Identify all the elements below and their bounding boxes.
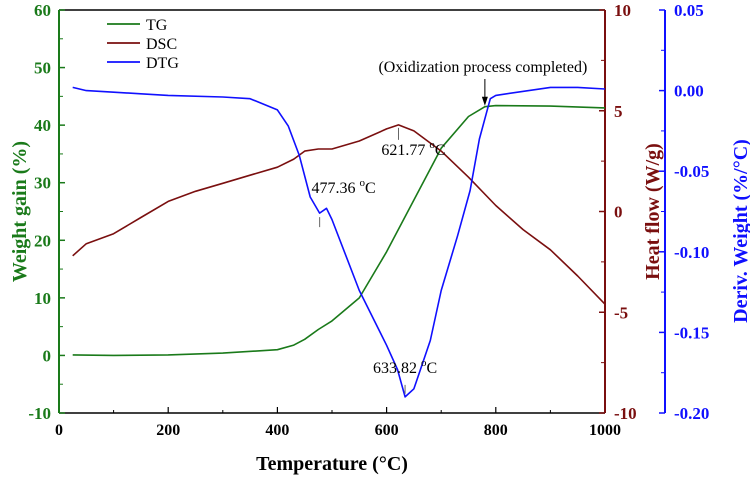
legend-label-dtg: DTG [146,55,179,72]
left-tick-label: 30 [34,174,51,193]
x-tick-label: 1000 [589,422,621,439]
annotation-sup: o [429,139,435,151]
series-dtg-line [72,86,606,398]
heat-flow-tick-label: 10 [614,1,631,20]
x-tick-label: 800 [484,422,508,439]
legend-label-dsc: DSC [146,36,177,53]
x-axis-label: Temperature (°C) [256,453,408,475]
annotation-sup: o [421,357,427,369]
left-tick-label: 60 [34,1,51,20]
left-tick-label: 0 [43,346,52,365]
deriv-weight-tick-label: 0.05 [674,1,704,20]
x-tick-label: 400 [265,422,289,439]
deriv-weight-tick-label: -0.15 [674,323,709,342]
left-tick-label: 20 [34,231,51,250]
annotation-num: 477.36 [312,180,360,197]
x-tick-label: 200 [156,422,180,439]
deriv-weight-axis-label: Deriv. Weight (%/°C) [730,139,750,323]
annotation-477-36: 477.36 oC [312,177,376,197]
deriv-weight-tick-label: -0.05 [674,162,709,181]
x-tick-label: 600 [375,422,399,439]
annotation-num: 633.82 [373,360,421,377]
annotation-arrow-head [481,96,488,106]
left-axis-label: Weight gain (%) [9,141,31,282]
deriv-weight-tick-label: -0.10 [674,243,709,262]
annotation-unit: C [435,142,446,159]
annotation-unit: C [365,180,376,197]
x-tick-label: 0 [55,422,63,439]
left-tick-label: 10 [34,289,51,308]
deriv-weight-tick-label: -0.20 [674,404,709,423]
heat-flow-tick-label: -5 [614,303,628,322]
deriv-weight-tick-label: 0.00 [674,82,704,101]
left-tick-label: 50 [34,59,51,78]
heat-flow-axis-label: Heat flow (W/g) [642,143,664,280]
series-dsc-line [72,124,606,305]
annotation-621-77: 621.77 oC [381,139,445,159]
annotation-633-82: 633.82 oC [373,357,437,377]
annotation-num: 621.77 [381,142,429,159]
annotation-oxidization: (Oxidization process completed) [378,59,587,76]
heat-flow-tick-label: 5 [614,102,623,121]
left-tick-label: 40 [34,116,51,135]
heat-flow-tick-label: -10 [614,404,637,423]
legend-label-tg: TG [146,17,168,34]
heat-flow-tick-label: 0 [614,203,623,222]
series-tg-line [72,104,606,357]
left-tick-label: -10 [28,404,51,423]
annotation-sup: o [360,177,366,189]
annotation-unit: C [426,360,437,377]
